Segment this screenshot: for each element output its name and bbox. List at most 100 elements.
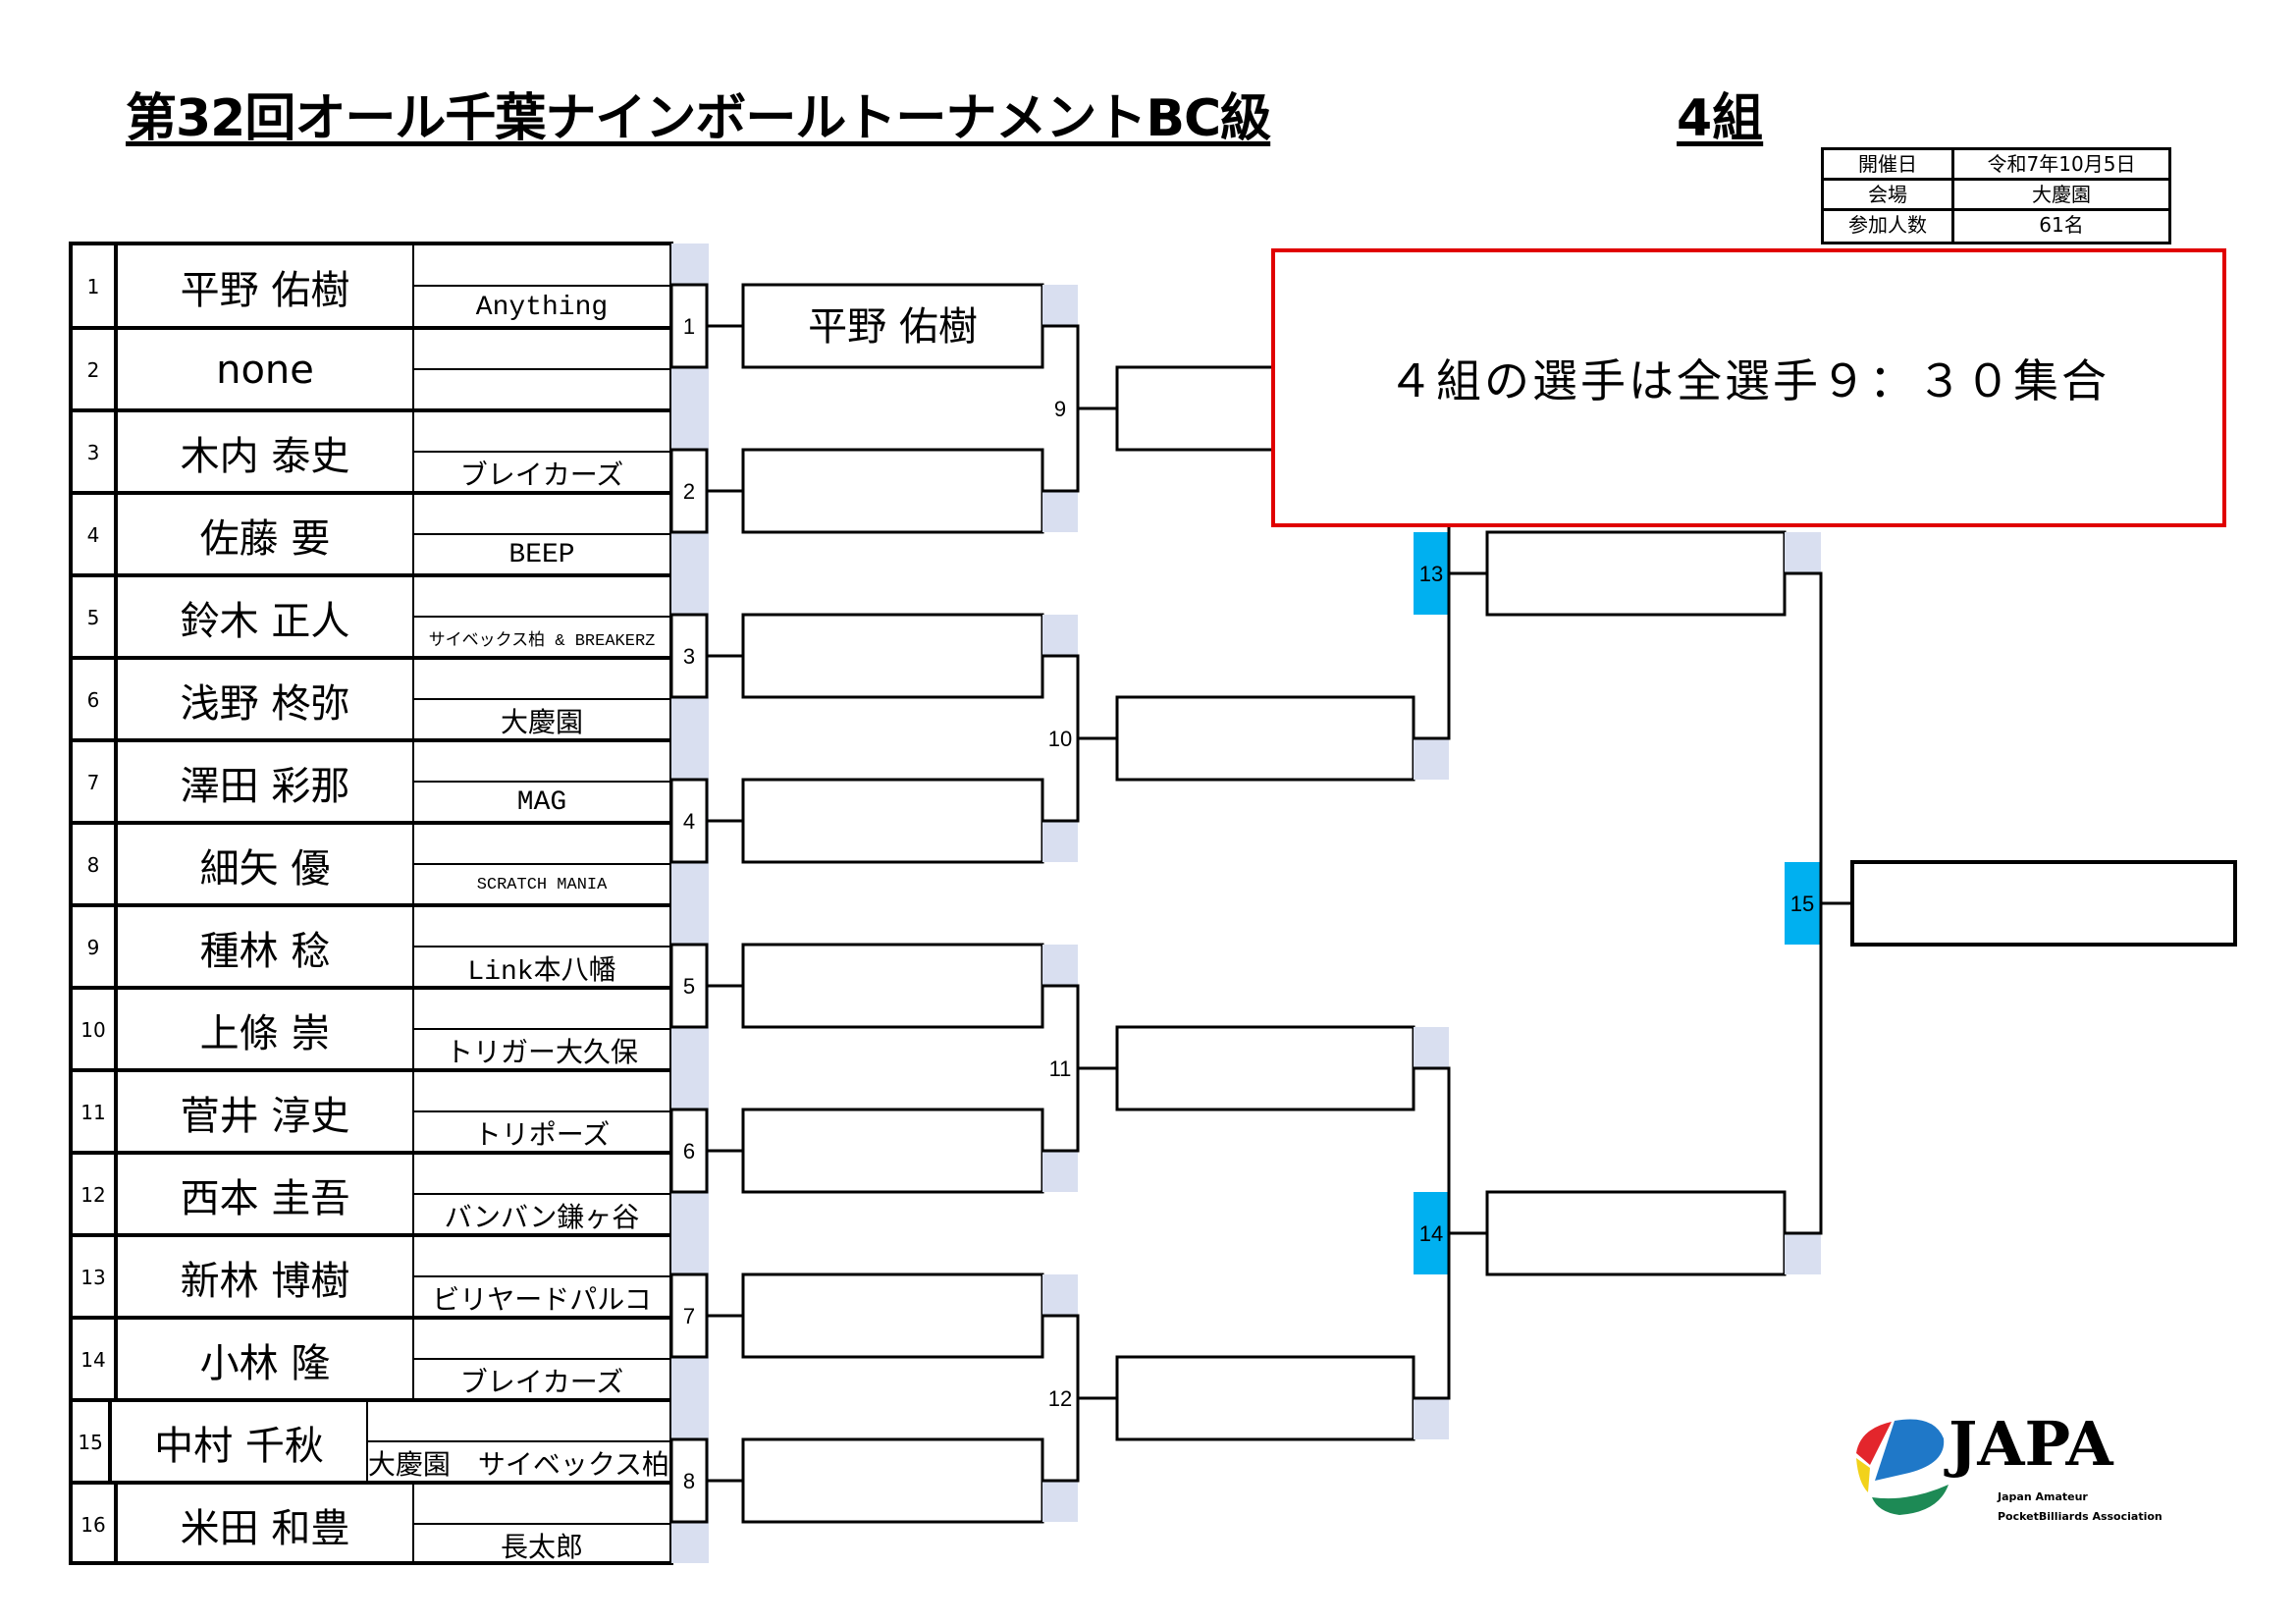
round2-slot	[741, 613, 1044, 699]
player-seed: 4	[73, 495, 118, 575]
player-team-cell: 大慶園	[414, 660, 669, 740]
player-row: 15 中村 千秋 大慶園 サイベックス柏	[73, 1398, 669, 1483]
round4-slot	[1485, 1190, 1787, 1276]
match-box	[669, 448, 709, 534]
player-team: BEEP	[508, 540, 575, 570]
player-row: 9 種林 稔 Link本八幡	[73, 903, 669, 988]
player-team: トリポーズ	[473, 1121, 611, 1153]
shade-block	[1785, 532, 1821, 573]
player-table: 1 平野 佑樹 Anything 2 none 3 木内 泰史 ブレイカーズ 4 佐藤 要 BEEP…	[69, 242, 673, 1565]
player-seed: 2	[73, 330, 118, 410]
round2-slot	[741, 1437, 1044, 1524]
player-name: none	[118, 330, 414, 410]
player-seed: 13	[73, 1237, 118, 1318]
player-name: 浅野 柊弥	[118, 660, 414, 740]
assembly-notice: ４組の選手は全選手９：３０集合	[1271, 248, 2226, 527]
player-team-cell: 大慶園 サイベックス柏	[367, 1402, 669, 1483]
player-row: 1 平野 佑樹 Anything	[73, 245, 669, 328]
team-cell-top	[414, 495, 669, 535]
player-team-cell: サイベックス柏 & BREAKERZ	[414, 577, 669, 658]
match-number: 12	[1048, 1386, 1072, 1411]
team-cell-top	[414, 907, 669, 947]
shade-strip	[671, 244, 709, 1563]
player-team: 大慶園	[500, 709, 583, 740]
shade-block	[1042, 1481, 1078, 1522]
player-seed: 3	[73, 412, 118, 493]
player-row: 4 佐藤 要 BEEP	[73, 491, 669, 575]
match-number: 9	[1054, 397, 1066, 421]
team-cell-top	[414, 1237, 669, 1277]
team-cell-top	[414, 990, 669, 1030]
player-team-cell: MAG	[414, 742, 669, 823]
player-team-cell: バンバン鎌ヶ谷	[414, 1155, 669, 1235]
player-row: 12 西本 圭吾 バンバン鎌ヶ谷	[73, 1151, 669, 1235]
player-team-cell: トリガー大久保	[414, 990, 669, 1070]
logo-wordmark: JAPA	[1944, 1408, 2114, 1480]
match-number: 15	[1790, 892, 1814, 916]
player-name: 細矢 優	[118, 825, 414, 905]
match-number: 7	[683, 1304, 695, 1328]
player-seed: 14	[73, 1320, 118, 1400]
player-seed: 7	[73, 742, 118, 823]
shade-block	[1042, 821, 1078, 862]
notice-text: ４組の選手は全選手９：３０集合	[1388, 354, 2109, 407]
player-team-cell: Link本八幡	[414, 907, 669, 988]
group-label: 4組	[1677, 89, 1764, 148]
team-cell-top	[414, 245, 669, 287]
shade-block	[1042, 491, 1078, 532]
match-box	[669, 283, 709, 369]
player-seed: 1	[73, 245, 118, 328]
info-row-venue: 会場 大慶園	[1824, 181, 2168, 211]
info-row-participants: 参加人数 61名	[1824, 211, 2168, 242]
round2-slot	[741, 283, 1044, 369]
event-info-table: 開催日 令和7年10月5日 会場 大慶園 参加人数 61名	[1821, 147, 2171, 244]
player-row: 6 浅野 柊弥 大慶園	[73, 656, 669, 740]
player-row: 14 小林 隆ブレイカーズ	[73, 1316, 669, 1400]
player-row: 5 鈴木 正人 サイベックス柏 & BREAKERZ	[73, 573, 669, 658]
player-name: 中村 千秋	[112, 1402, 368, 1483]
shade-block	[1042, 1151, 1078, 1192]
logo-line2: PocketBilliards Association	[1998, 1510, 2163, 1523]
round2-slot	[741, 778, 1044, 864]
player-team-cell: Anything	[414, 245, 669, 328]
player-team: SCRATCH MANIA	[476, 876, 608, 894]
info-label: 開催日	[1824, 150, 1954, 178]
player-row: 3 木内 泰史 ブレイカーズ	[73, 408, 669, 493]
team-cell-top	[414, 1155, 669, 1195]
round3-slot	[1115, 695, 1415, 782]
player-team-cell: トリポーズ	[414, 1072, 669, 1153]
logo-ball-icon	[1856, 1419, 1949, 1515]
player-name: 西本 圭吾	[118, 1155, 414, 1235]
japa-logo: JAPA Japan Amateur PocketBilliards Assoc…	[1856, 1408, 2163, 1523]
page-title: 第32回オール千葉ナインボールトーナメントBC級	[126, 89, 1271, 148]
player-name: 平野 佑樹	[118, 245, 414, 328]
winner-slot	[1850, 860, 2237, 947]
player-seed: 9	[73, 907, 118, 988]
player-name: 種林 稔	[118, 907, 414, 988]
player-team-cell: ブレイカーズ	[414, 412, 669, 493]
player-name: 木内 泰史	[118, 412, 414, 493]
match-number: 1	[683, 314, 695, 339]
player-name: 菅井 淳史	[118, 1072, 414, 1153]
player-seed: 10	[73, 990, 118, 1070]
player-team-cell	[414, 330, 669, 410]
match-number: 10	[1048, 727, 1072, 751]
info-value: 令和7年10月5日	[1987, 152, 2136, 176]
player-seed: 5	[73, 577, 118, 658]
team-cell-top	[367, 1402, 669, 1442]
player-team: バンバン鎌ヶ谷	[444, 1204, 640, 1235]
player-name: 澤田 彩那	[118, 742, 414, 823]
player-team: Link本八幡	[467, 956, 616, 988]
match-number: 5	[683, 974, 695, 999]
player-row: 2 none	[73, 326, 669, 410]
match-highlight	[1414, 532, 1449, 615]
player-team: ビリヤードパルコ	[432, 1286, 652, 1318]
team-cell-top	[414, 412, 669, 453]
player-team-cell: ビリヤードパルコ	[414, 1237, 669, 1318]
team-cell-top	[414, 1072, 669, 1112]
shade-block	[1042, 615, 1078, 656]
player-row: 8 細矢 優 SCRATCH MANIA	[73, 821, 669, 905]
team-cell-top	[414, 1485, 669, 1525]
shade-block	[1042, 945, 1078, 986]
